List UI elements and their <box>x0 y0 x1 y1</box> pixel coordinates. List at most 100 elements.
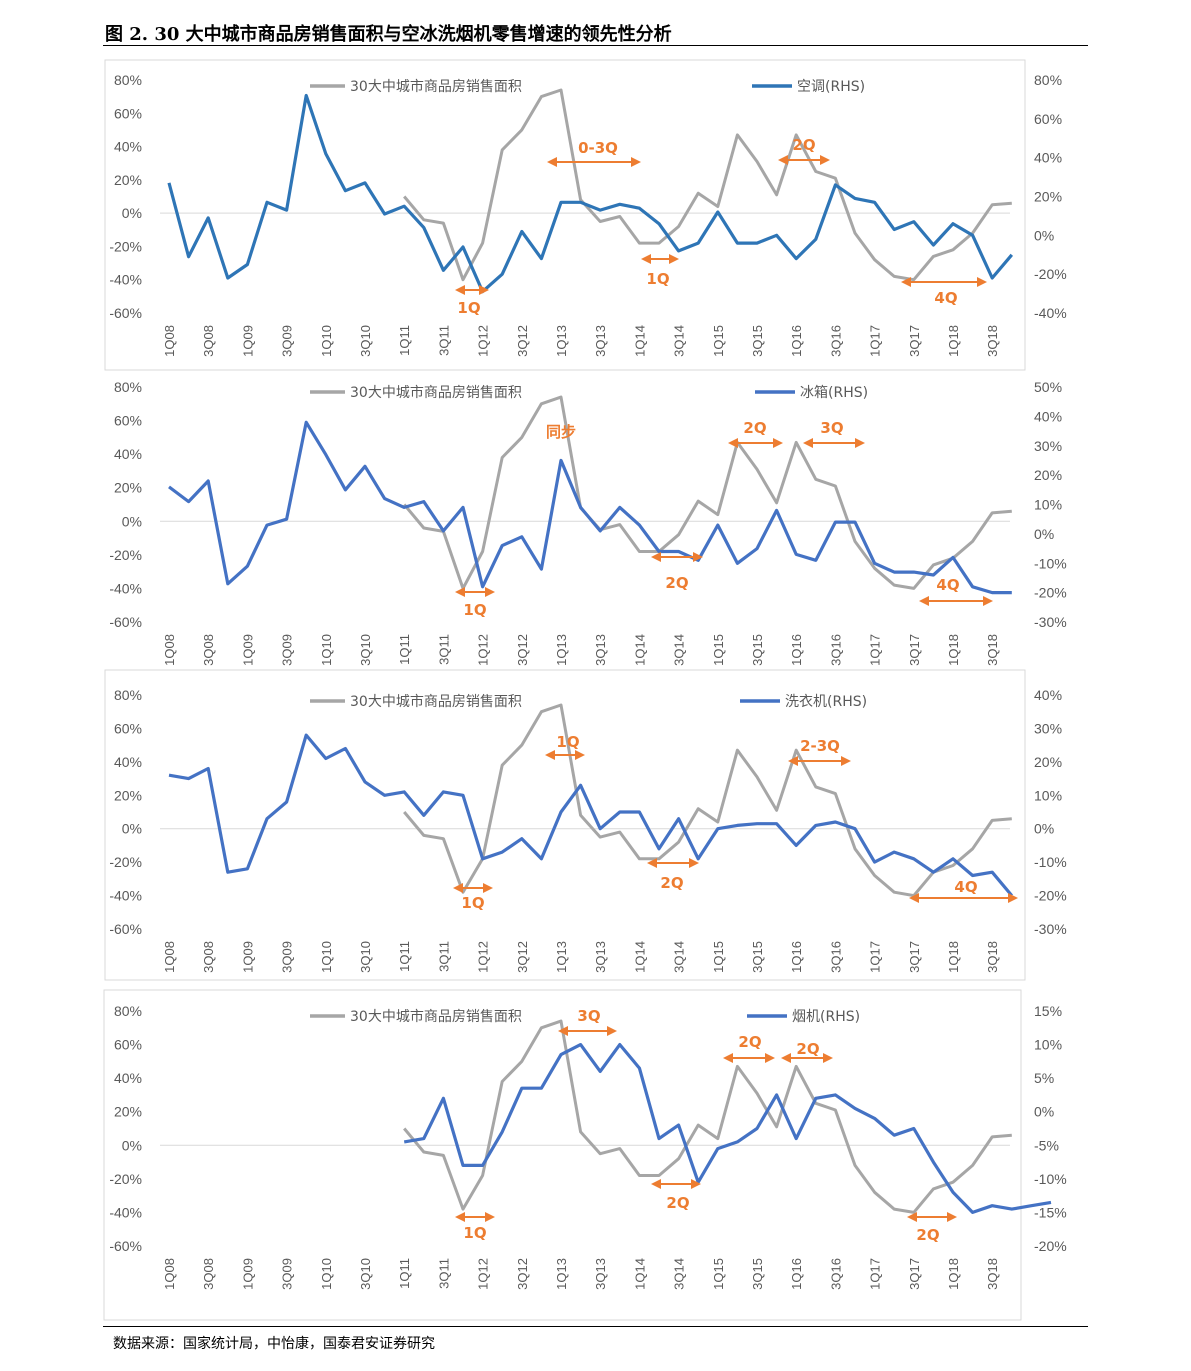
x-axis-tick: 3Q16 <box>828 941 843 973</box>
x-axis-tick: 1Q16 <box>789 1258 804 1290</box>
x-axis-tick: 3Q17 <box>907 634 922 666</box>
x-axis-tick: 1Q18 <box>946 941 961 973</box>
x-axis-tick: 1Q09 <box>240 1258 255 1290</box>
right-axis-tick: -5% <box>1034 1137 1059 1153</box>
left-axis-tick: 0% <box>122 513 142 529</box>
right-axis-tick: 0% <box>1034 526 1054 542</box>
left-axis-tick: 0% <box>122 1137 142 1153</box>
legend-label: 30大中城市商品房销售面积 <box>350 78 522 95</box>
x-axis-tick: 3Q17 <box>907 941 922 973</box>
x-axis-tick: 1Q08 <box>162 634 177 666</box>
right-axis-tick: 40% <box>1034 687 1062 703</box>
legend-label: 30大中城市商品房销售面积 <box>350 693 522 710</box>
x-axis-tick: 1Q14 <box>632 941 647 973</box>
right-axis-tick: 10% <box>1034 1037 1062 1053</box>
left-axis-tick: -40% <box>109 1204 142 1220</box>
x-axis-tick: 1Q09 <box>240 634 255 666</box>
right-axis-tick: 0% <box>1034 1104 1054 1120</box>
lead-lag-label: 4Q <box>936 576 959 594</box>
right-axis-tick: 10% <box>1034 497 1062 513</box>
x-axis-tick: 3Q17 <box>907 325 922 357</box>
x-axis-tick: 1Q17 <box>868 1258 883 1290</box>
figure-title: 图 2. 30 大中城市商品房销售面积与空冰洗烟机零售增速的领先性分析 <box>105 24 672 45</box>
x-axis-tick: 1Q15 <box>711 941 726 973</box>
x-axis-tick: 3Q12 <box>515 941 530 973</box>
x-axis-tick: 1Q14 <box>632 634 647 666</box>
x-axis-tick: 1Q11 <box>397 325 412 356</box>
right-axis-tick: -40% <box>1034 305 1067 321</box>
right-axis-tick: -30% <box>1034 614 1067 630</box>
left-axis-tick: 40% <box>114 139 142 155</box>
right-axis-tick: -10% <box>1034 555 1067 571</box>
left-axis-tick: 60% <box>114 1037 142 1053</box>
lead-lag-label: 3Q <box>820 419 843 437</box>
x-axis-tick: 1Q18 <box>946 1258 961 1290</box>
left-axis-tick: -20% <box>109 1171 142 1187</box>
x-axis-tick: 3Q08 <box>201 1258 216 1290</box>
x-axis-tick: 3Q18 <box>985 325 1000 357</box>
x-axis-tick: 3Q18 <box>985 634 1000 666</box>
x-axis-tick: 1Q09 <box>240 941 255 973</box>
left-axis-tick: -40% <box>109 580 142 596</box>
lead-lag-label: 3Q <box>577 1007 600 1025</box>
x-axis-tick: 3Q10 <box>358 1258 373 1290</box>
left-axis-tick: 60% <box>114 105 142 121</box>
lead-lag-label: 2-3Q <box>800 737 840 755</box>
x-axis-tick: 1Q17 <box>868 634 883 666</box>
x-axis-tick: 1Q11 <box>397 941 412 972</box>
left-axis-tick: -20% <box>109 547 142 563</box>
x-axis-tick: 1Q16 <box>789 634 804 666</box>
x-axis-tick: 3Q16 <box>828 1258 843 1290</box>
right-axis-tick: 15% <box>1034 1003 1062 1019</box>
legend-label: 30大中城市商品房销售面积 <box>350 384 522 401</box>
left-axis-tick: 40% <box>114 1070 142 1086</box>
x-axis-tick: 1Q15 <box>711 1258 726 1290</box>
lead-lag-label: 2Q <box>666 1194 689 1212</box>
x-axis-tick: 3Q15 <box>750 1258 765 1290</box>
left-axis-tick: -40% <box>109 272 142 288</box>
x-axis-tick: 3Q09 <box>280 325 295 357</box>
x-axis-tick: 3Q13 <box>593 1258 608 1290</box>
x-axis-tick: 3Q11 <box>436 941 451 972</box>
left-axis-tick: 20% <box>114 787 142 803</box>
x-axis-tick: 3Q15 <box>750 941 765 973</box>
x-axis-tick: 3Q10 <box>358 941 373 973</box>
x-axis-tick: 1Q17 <box>868 325 883 357</box>
source-divider <box>103 1326 1088 1327</box>
x-axis-tick: 1Q12 <box>476 325 491 357</box>
x-axis-tick: 3Q15 <box>750 325 765 357</box>
x-axis-tick: 1Q17 <box>868 941 883 973</box>
left-axis-tick: 80% <box>114 379 142 395</box>
left-axis-tick: 80% <box>114 687 142 703</box>
x-axis-tick: 3Q09 <box>280 634 295 666</box>
x-axis-tick: 3Q11 <box>436 1258 451 1289</box>
lead-lag-label: 1Q <box>463 601 486 619</box>
x-axis-tick: 1Q11 <box>397 1258 412 1289</box>
right-axis-tick: 50% <box>1034 379 1062 395</box>
series-line-housing-sales <box>403 395 1012 590</box>
chart-frame <box>104 669 1026 981</box>
legend-label: 烟机(RHS) <box>792 1009 860 1025</box>
legend-label: 空调(RHS) <box>797 79 865 95</box>
right-axis-tick: -10% <box>1034 1171 1067 1187</box>
x-axis-tick: 3Q09 <box>280 941 295 973</box>
chart-refrigerator: 80% 60% 40% 20% 0% -20% -40% -60% 50% 40% 30% 20% 10… <box>109 379 1067 666</box>
legend-label: 30大中城市商品房销售面积 <box>350 1008 522 1025</box>
left-axis-tick: 60% <box>114 720 142 736</box>
x-axis-tick: 1Q08 <box>162 941 177 973</box>
x-axis-tick: 3Q14 <box>672 634 687 666</box>
lead-lag-label: 2Q <box>916 1226 939 1244</box>
legend-label: 洗衣机(RHS) <box>785 694 867 710</box>
x-axis-tick: 1Q13 <box>554 1258 569 1290</box>
left-axis-tick: 80% <box>114 72 142 88</box>
lead-lag-label: 1Q <box>556 733 579 751</box>
left-axis-tick: 60% <box>114 413 142 429</box>
source-note: 数据来源：国家统计局，中怡康，国泰君安证券研究 <box>113 1336 435 1352</box>
lead-lag-label: 2Q <box>743 419 766 437</box>
right-axis-tick: 10% <box>1034 787 1062 803</box>
x-axis-tick: 3Q10 <box>358 634 373 666</box>
x-axis-tick: 1Q12 <box>476 1258 491 1290</box>
series-line-housing-sales <box>403 1019 1012 1214</box>
right-axis-tick: 30% <box>1034 720 1062 736</box>
x-axis-tick: 1Q08 <box>162 1258 177 1290</box>
